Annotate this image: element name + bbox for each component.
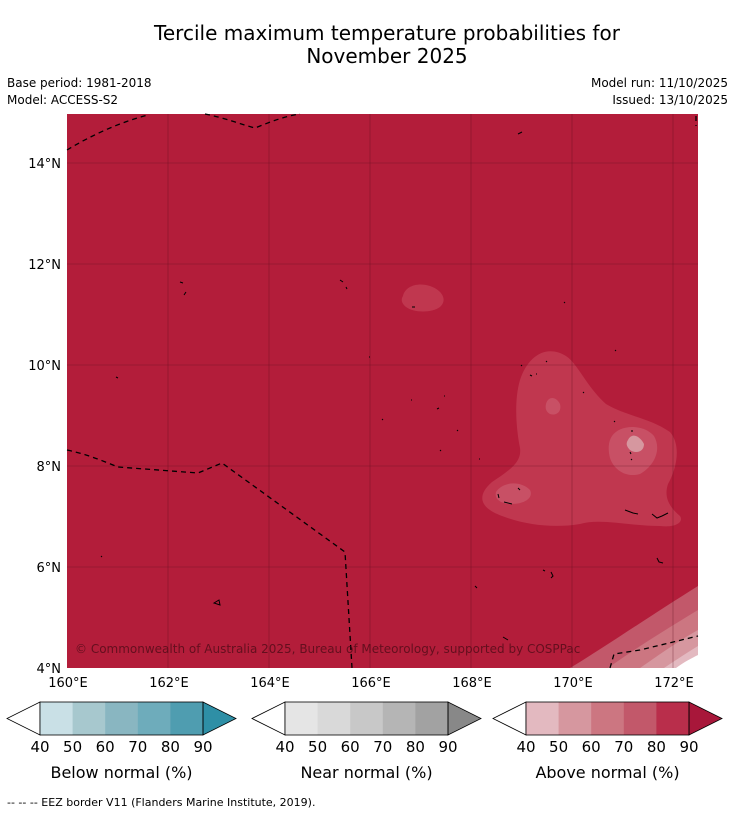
colorbar-outline (525, 701, 690, 736)
model-name: Model: ACCESS-S2 (7, 93, 119, 107)
colorbar-tick-label: 50 (549, 738, 568, 756)
title-line-1: Tercile maximum temperature probabilitie… (154, 21, 620, 45)
colorbar-tick-label: 70 (128, 738, 147, 756)
colorbar-segment (415, 702, 449, 735)
colorbar-arrow-low (492, 701, 527, 736)
lon-label-164: 164°E (250, 676, 290, 691)
meta-right: Model run: 11/10/2025 Issued: 13/10/2025 (591, 75, 728, 109)
colorbar-tick-label: 80 (406, 738, 425, 756)
colorbar-label: Near normal (%) (300, 763, 432, 782)
lat-label-14: 14°N (28, 157, 61, 172)
contour-band-5 (676, 655, 698, 668)
colorbar-tick-label: 50 (63, 738, 82, 756)
colorbar-tick-label: 40 (30, 738, 49, 756)
colorbar-outline (39, 701, 204, 736)
colorbar-segment (170, 702, 204, 735)
footer-note: -- -- -- EEZ border V11 (Flanders Marine… (7, 796, 316, 809)
eez-borders (66, 113, 699, 669)
issued-date: Issued: 13/10/2025 (612, 93, 728, 107)
colorbar-tick-label: 40 (275, 738, 294, 756)
colorbar-tick-label: 70 (614, 738, 633, 756)
colorbar-segment (656, 702, 690, 735)
colorbar-arrow-high (202, 701, 237, 736)
colorbar-tick-label: 90 (193, 738, 212, 756)
contour-patch-small (545, 398, 561, 415)
probability-contours (401, 284, 698, 668)
colorbar-segment (137, 702, 171, 735)
colorbar-segment (105, 702, 139, 735)
colorbar-segment (591, 702, 625, 735)
colorbar-segment (623, 702, 657, 735)
colorbar-segment (526, 702, 560, 735)
colorbar-segment (382, 702, 416, 735)
lat-axis-labels: 14°N 12°N 10°N 8°N 6°N 4°N (28, 157, 61, 677)
colorbar-tick-label: 90 (438, 738, 457, 756)
colorbar-label: Above normal (%) (535, 763, 679, 782)
colorbar-arrow-low (251, 701, 286, 736)
colorbar-tick-label: 60 (582, 738, 601, 756)
chart-title: Tercile maximum temperature probabilitie… (0, 22, 736, 68)
lat-label-4: 4°N (37, 662, 62, 677)
colorbar-tick-label: 80 (647, 738, 666, 756)
eez-border-west (66, 449, 353, 669)
colorbar-tick-label: 50 (308, 738, 327, 756)
base-period: Base period: 1981-2018 (7, 76, 152, 90)
lat-label-8: 8°N (37, 460, 62, 475)
islands (100, 131, 669, 641)
colorbar-arrow-high (447, 701, 482, 736)
lat-label-10: 10°N (28, 359, 61, 374)
lon-label-170: 170°E (553, 676, 593, 691)
lon-label-166: 166°E (351, 676, 391, 691)
contour-patch-east (482, 351, 682, 527)
colorbar-tick-label: 60 (341, 738, 360, 756)
map-field (67, 114, 698, 668)
lon-label-160: 160°E (48, 676, 88, 691)
colorbar-tick-label: 90 (679, 738, 698, 756)
eez-border-north-2 (204, 113, 301, 129)
colorbar-tick-label: 40 (516, 738, 535, 756)
contour-patch-north (401, 284, 444, 312)
colorbar-tick-label: 60 (96, 738, 115, 756)
colorbar-arrow-low (6, 701, 41, 736)
lon-label-168: 168°E (452, 676, 492, 691)
lat-label-12: 12°N (28, 258, 61, 273)
copyright-watermark: © Commonwealth of Australia 2025, Bureau… (75, 642, 580, 656)
meta-left: Base period: 1981-2018 Model: ACCESS-S2 (7, 75, 152, 109)
colorbar-tick-label: 80 (161, 738, 180, 756)
colorbar-segment (558, 702, 592, 735)
contour-patch-core (626, 435, 644, 452)
colorbar-arrow-high (688, 701, 723, 736)
model-run: Model run: 11/10/2025 (590, 76, 728, 90)
gridlines (67, 114, 698, 668)
colorbar-segment (72, 702, 106, 735)
colorbar-segment (40, 702, 74, 735)
lon-label-172: 172°E (654, 676, 694, 691)
colorbar-segment (285, 702, 319, 735)
lat-label-6: 6°N (37, 561, 62, 576)
colorbar-segment (350, 702, 384, 735)
colorbar-segment (317, 702, 351, 735)
lon-label-162: 162°E (149, 676, 189, 691)
eez-border-southeast (609, 635, 699, 669)
colorbar-tick-label: 70 (373, 738, 392, 756)
colorbar-outline (284, 701, 449, 736)
contour-patch-bubble (495, 483, 531, 504)
colorbar-label: Below normal (%) (50, 763, 192, 782)
title-line-2: November 2025 (306, 44, 468, 68)
colorbar-near-normal: 40 50 60 70 80 90 Near normal (%) (251, 701, 482, 782)
lon-axis-labels: 160°E 162°E 164°E 166°E 168°E 170°E 172°… (48, 676, 694, 691)
